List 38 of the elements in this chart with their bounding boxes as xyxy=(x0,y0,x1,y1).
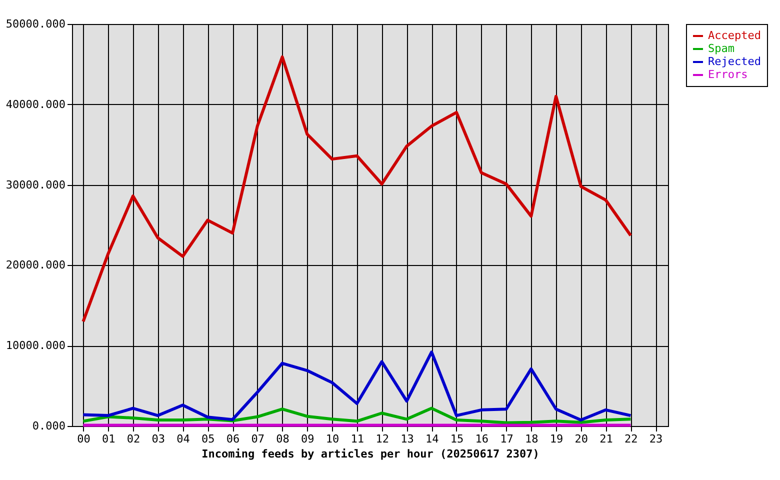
legend-label: Errors xyxy=(708,68,748,81)
legend-label: Accepted xyxy=(708,29,761,42)
x-tick-label: 21 xyxy=(600,432,613,446)
x-tick-label: 08 xyxy=(276,432,290,446)
x-tick-label: 15 xyxy=(450,432,464,446)
x-tick-label: 13 xyxy=(400,432,414,446)
line-series xyxy=(82,55,632,323)
x-tick-label: 19 xyxy=(550,432,564,446)
y-tick-label: 0.000 xyxy=(32,420,66,432)
x-tick-label: 01 xyxy=(102,432,116,446)
x-tick-label: 20 xyxy=(574,432,588,446)
x-tick-label: 12 xyxy=(376,432,389,446)
x-tick-label: 05 xyxy=(202,432,215,446)
y-tick-label: 30000.000 xyxy=(6,178,66,192)
x-tick-label: 23 xyxy=(649,432,663,446)
x-tick-label: 16 xyxy=(475,432,488,446)
y-tick-label: 40000.000 xyxy=(6,98,66,111)
x-tick-label: 03 xyxy=(152,432,165,446)
x-tick-label: 02 xyxy=(126,432,140,446)
legend-label: Rejected xyxy=(708,55,761,68)
x-tick-label: 06 xyxy=(226,432,240,446)
x-tick-label: 10 xyxy=(326,432,340,446)
x-tick-label: 04 xyxy=(176,432,190,446)
x-tick-label: 00 xyxy=(77,432,90,446)
x-tick-label: 07 xyxy=(251,432,265,446)
line-series xyxy=(82,406,632,424)
x-tick-label: 14 xyxy=(425,432,440,446)
x-tick-label: 22 xyxy=(624,432,638,446)
y-tick-label: 50000.000 xyxy=(6,18,66,30)
x-tick-label: 09 xyxy=(301,432,314,446)
line-series xyxy=(82,350,632,422)
legend-label: Spam xyxy=(708,42,735,55)
x-axis-title: Incoming feeds by articles per hour (20250617 2307) xyxy=(202,448,540,460)
y-tick-label: 20000.000 xyxy=(6,258,66,272)
x-tick-label: 11 xyxy=(350,432,364,446)
x-tick-label: 18 xyxy=(525,432,538,446)
y-tick-label: 10000.000 xyxy=(6,339,66,352)
x-tick-label: 17 xyxy=(500,432,514,446)
